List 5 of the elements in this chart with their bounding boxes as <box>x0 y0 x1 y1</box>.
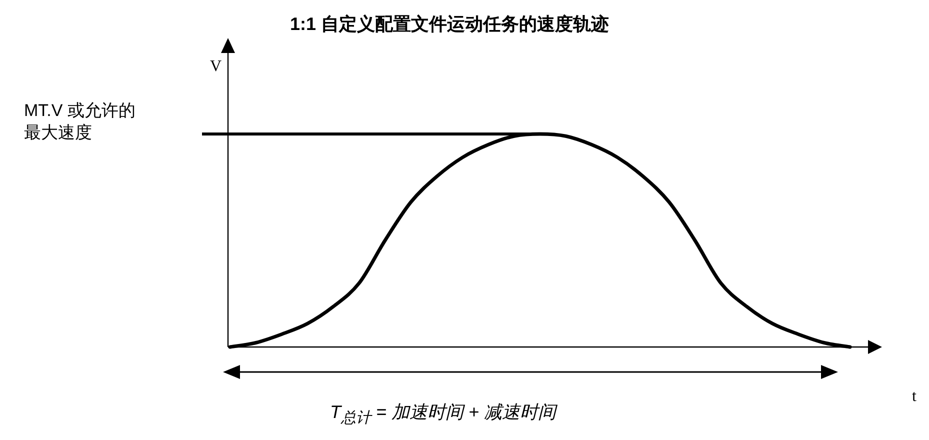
chart-title: 1:1 自定义配置文件运动任务的速度轨迹 <box>290 13 610 36</box>
y-axis-title: V <box>210 58 222 76</box>
text: T$_{总计}$ = 加速时间 + 减速时间 <box>330 401 556 428</box>
ref-line-label: MT.V 或允许的最大速度 <box>24 100 136 144</box>
x-axis-title: t <box>912 388 916 406</box>
